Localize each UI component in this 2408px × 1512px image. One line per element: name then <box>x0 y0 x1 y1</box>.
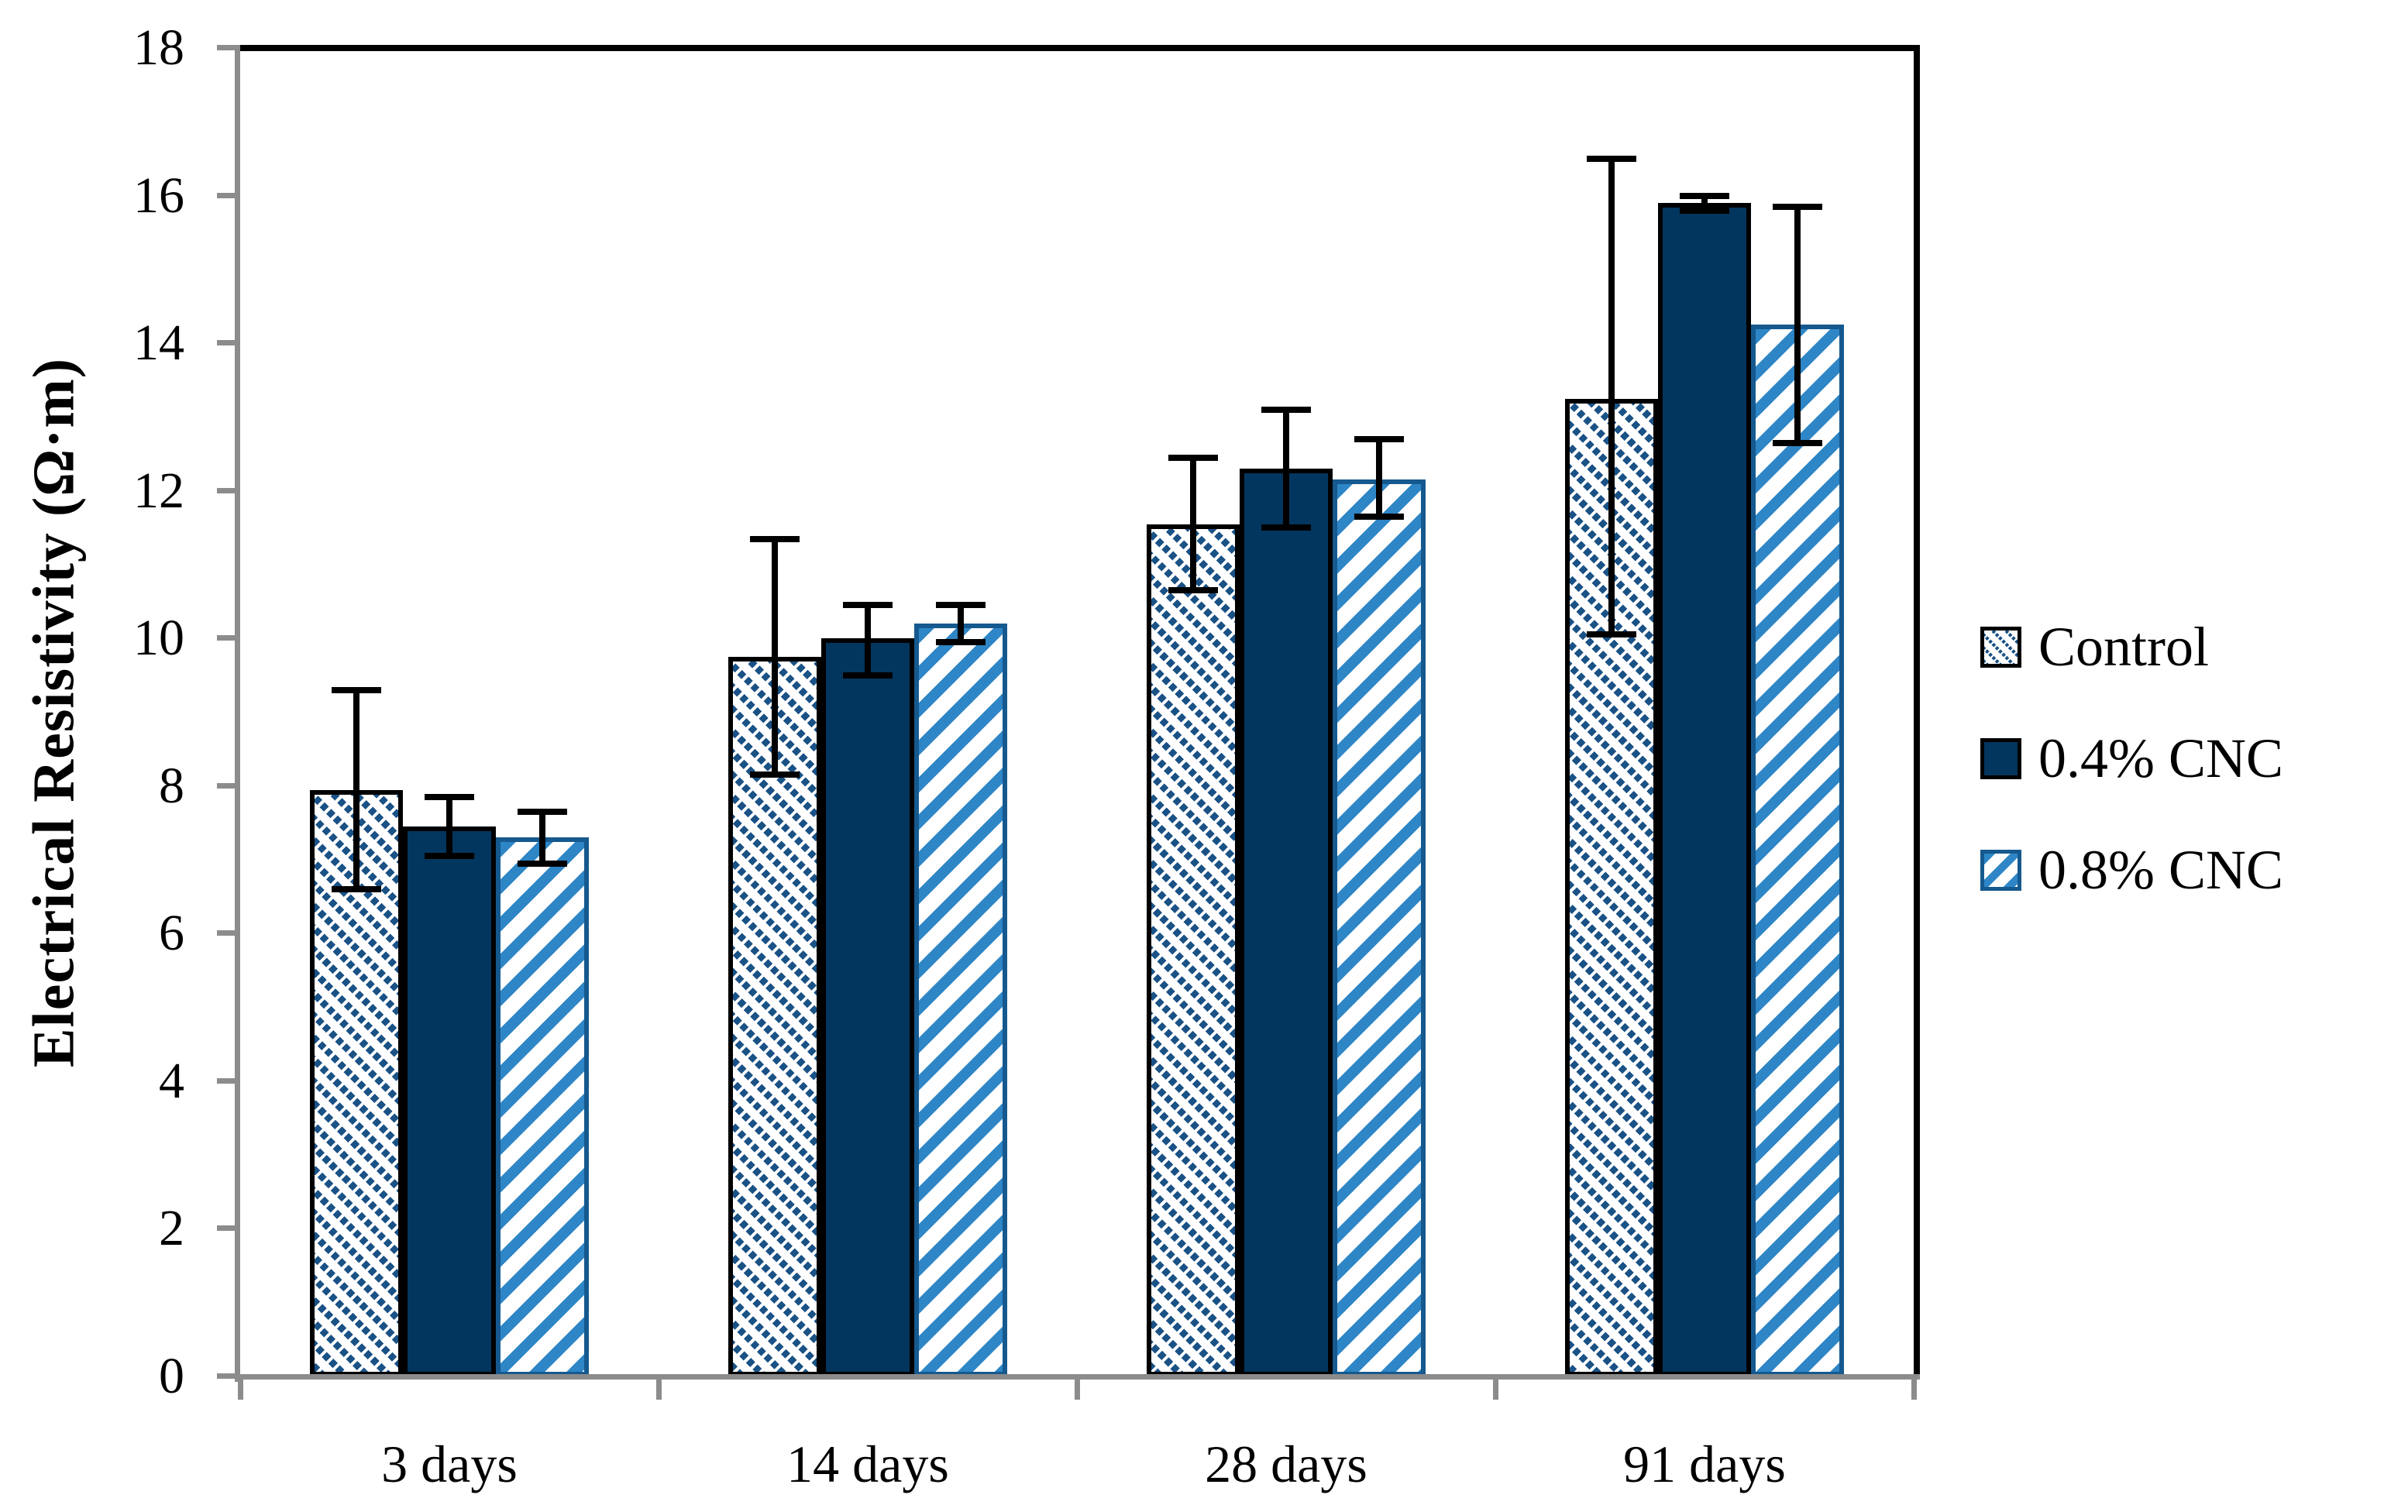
legend-label: 0.4% CNC <box>2038 727 2284 789</box>
error-bar-bottom-cap <box>1168 587 1218 594</box>
error-bar-top-cap <box>1354 435 1404 442</box>
y-tick <box>217 45 240 50</box>
plot-border-top <box>240 45 1920 51</box>
bar <box>1147 524 1240 1376</box>
error-bar-bottom-cap <box>425 853 474 860</box>
y-tick-label: 12 <box>133 462 184 519</box>
error-bar-line <box>1190 457 1196 591</box>
category-tick <box>656 1376 662 1400</box>
legend-swatch-control-hatch <box>1980 626 2021 668</box>
legend-item-04-cnc: 0.4% CNC <box>1980 716 2283 800</box>
bar <box>914 624 1007 1376</box>
category-tick <box>1075 1376 1080 1400</box>
y-tick-label: 10 <box>133 610 184 667</box>
error-bar-bottom-cap <box>1354 514 1404 520</box>
plot-border-right <box>1914 45 1920 1374</box>
legend-label: 0.8% CNC <box>2038 839 2284 901</box>
y-tick <box>217 782 240 789</box>
legend-item-08-cnc: 0.8% CNC <box>1980 828 2283 912</box>
error-bar-top-cap <box>1587 155 1636 162</box>
error-bar-bottom-cap <box>936 638 986 645</box>
x-axis-label: 14 days <box>786 1435 949 1493</box>
category-tick <box>1493 1376 1498 1400</box>
y-tick-label: 6 <box>159 905 184 962</box>
x-axis-line <box>240 1374 1920 1380</box>
y-tick <box>217 1373 240 1379</box>
y-tick <box>217 1225 240 1232</box>
error-bar-bottom-cap <box>1773 439 1822 446</box>
bar <box>821 638 914 1376</box>
error-bar-line <box>865 605 871 675</box>
y-tick-label: 8 <box>159 757 184 814</box>
error-bar-top-cap <box>936 602 986 609</box>
error-bar-line <box>353 689 359 890</box>
legend-swatch-blue-stripe <box>1980 849 2021 891</box>
legend-swatch-solid-navy <box>1980 737 2021 779</box>
error-bar-bottom-cap <box>750 771 800 778</box>
y-tick-label: 16 <box>133 167 184 224</box>
y-tick-label: 18 <box>133 19 184 76</box>
error-bar-bottom-cap <box>332 886 381 893</box>
y-tick-label: 2 <box>159 1200 184 1257</box>
y-tick <box>217 635 240 641</box>
y-tick <box>217 930 240 936</box>
y-tick-label: 14 <box>133 314 184 372</box>
y-tick <box>217 487 240 493</box>
y-tick <box>217 1077 240 1084</box>
error-bar-top-cap <box>843 602 893 609</box>
error-bar-top-cap <box>1773 203 1822 210</box>
error-bar-line <box>1794 206 1801 443</box>
category-tick <box>238 1376 243 1400</box>
error-bar-top-cap <box>750 535 800 542</box>
error-bar-line <box>539 812 545 864</box>
y-tick <box>217 192 240 198</box>
error-bar-top-cap <box>1261 406 1311 413</box>
error-bar-bottom-cap <box>1680 207 1729 214</box>
error-bar-bottom-cap <box>518 860 567 867</box>
bar <box>496 837 589 1376</box>
error-bar-line <box>1701 195 1708 211</box>
error-bar-top-cap <box>425 794 474 801</box>
y-tick-label: 0 <box>159 1348 184 1404</box>
y-tick <box>217 340 240 346</box>
x-axis-label: 91 days <box>1623 1435 1786 1493</box>
x-axis-label: 3 days <box>381 1435 518 1493</box>
error-bar-top-cap <box>518 809 567 816</box>
error-bar-line <box>958 605 964 642</box>
bar <box>728 657 821 1376</box>
bar <box>1751 325 1844 1376</box>
bar <box>403 826 496 1376</box>
error-bar-top-cap <box>332 686 381 693</box>
bar <box>1240 469 1333 1376</box>
bar <box>1333 479 1426 1376</box>
error-bar-line <box>1376 438 1382 517</box>
category-tick <box>1911 1376 1917 1400</box>
x-axis-label: 28 days <box>1205 1435 1367 1493</box>
error-bar-top-cap <box>1168 454 1218 461</box>
error-bar-line <box>1283 409 1289 528</box>
bar <box>1658 203 1751 1376</box>
error-bar-line <box>1608 158 1615 635</box>
error-bar-bottom-cap <box>843 672 893 679</box>
y-axis-line <box>235 48 240 1382</box>
error-bar-bottom-cap <box>1587 631 1636 638</box>
legend-label: Control <box>2038 616 2210 678</box>
legend-item-control: Control <box>1980 605 2209 689</box>
error-bar-line <box>446 797 452 857</box>
error-bar-line <box>772 538 778 775</box>
error-bar-top-cap <box>1680 192 1729 199</box>
error-bar-bottom-cap <box>1261 524 1311 531</box>
y-tick-label: 4 <box>159 1052 184 1109</box>
